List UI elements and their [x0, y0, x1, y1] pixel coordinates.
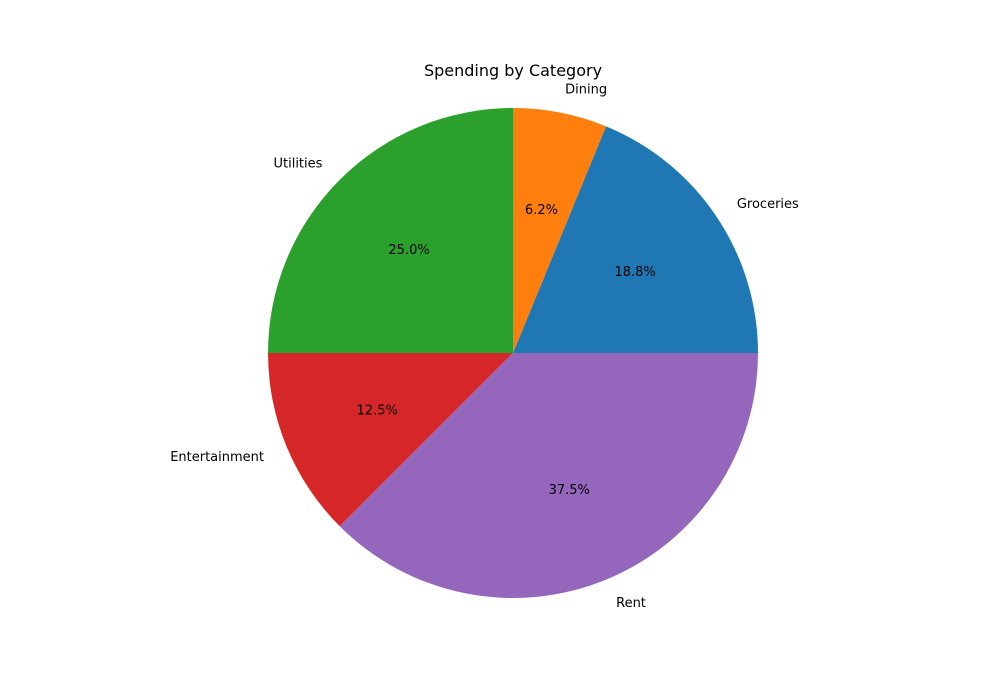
pie-slice-utilities [268, 108, 513, 353]
slice-pct-rent: 37.5% [549, 483, 590, 498]
pie-slice-rent [339, 353, 758, 598]
pie-slices [268, 108, 758, 598]
slice-label-groceries: Groceries [737, 197, 799, 212]
slice-label-rent: Rent [616, 596, 646, 611]
slice-pct-utilities: 25.0% [388, 243, 429, 258]
pie-slice-groceries [513, 126, 758, 354]
pie-slice-entertainment [268, 353, 513, 527]
slice-label-utilities: Utilities [273, 156, 322, 171]
slice-label-dining: Dining [565, 83, 607, 98]
slice-pct-groceries: 18.8% [614, 265, 655, 280]
pie-labels: Groceries 18.8% Dining 6.2% Utilities 25.0% En… [170, 83, 799, 611]
pie-slice-dining [513, 108, 607, 353]
slice-pct-entertainment: 12.5% [357, 403, 398, 418]
chart-title: Spending by Category [424, 61, 602, 80]
slice-label-entertainment: Entertainment [170, 450, 264, 465]
slice-pct-dining: 6.2% [525, 203, 558, 218]
